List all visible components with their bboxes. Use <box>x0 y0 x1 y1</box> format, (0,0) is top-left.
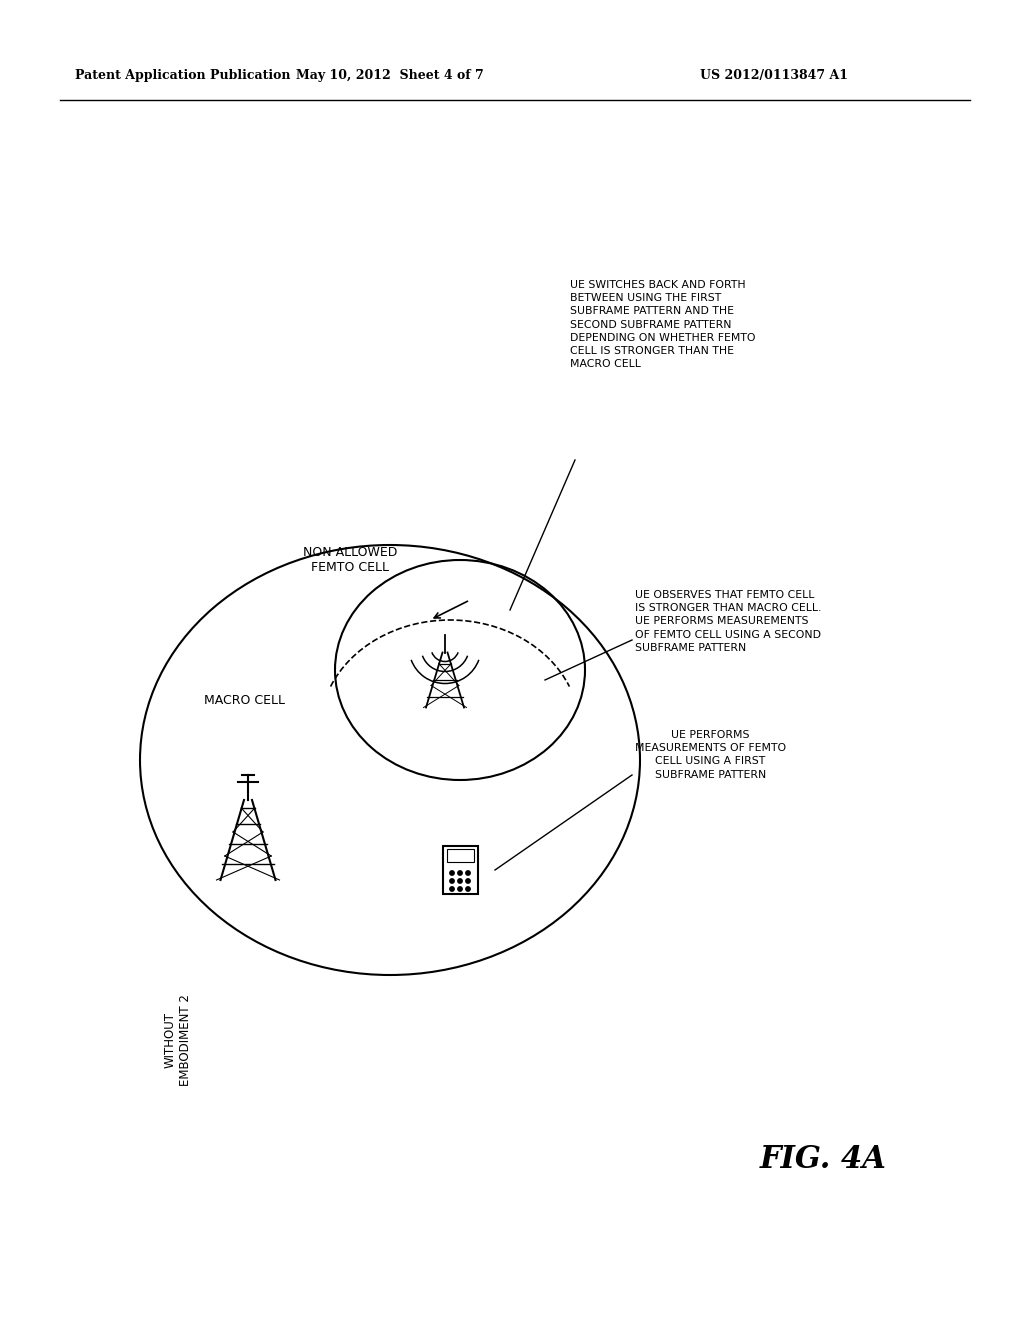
Text: FIG. 4A: FIG. 4A <box>760 1144 887 1176</box>
Bar <box>442 846 477 894</box>
Bar <box>446 849 473 862</box>
Circle shape <box>466 887 470 891</box>
Circle shape <box>458 887 462 891</box>
Circle shape <box>458 871 462 875</box>
Text: WITHOUT
EMBODIMENT 2: WITHOUT EMBODIMENT 2 <box>164 994 193 1086</box>
Text: Patent Application Publication: Patent Application Publication <box>75 69 291 82</box>
Text: US 2012/0113847 A1: US 2012/0113847 A1 <box>700 69 848 82</box>
Circle shape <box>466 871 470 875</box>
Circle shape <box>450 871 455 875</box>
Text: UE OBSERVES THAT FEMTO CELL
IS STRONGER THAN MACRO CELL.
UE PERFORMS MEASUREMENT: UE OBSERVES THAT FEMTO CELL IS STRONGER … <box>635 590 821 653</box>
Circle shape <box>450 887 455 891</box>
Text: UE SWITCHES BACK AND FORTH
BETWEEN USING THE FIRST
SUBFRAME PATTERN AND THE
SECO: UE SWITCHES BACK AND FORTH BETWEEN USING… <box>570 280 756 370</box>
Circle shape <box>466 879 470 883</box>
Circle shape <box>458 879 462 883</box>
Text: UE PERFORMS
MEASUREMENTS OF FEMTO
CELL USING A FIRST
SUBFRAME PATTERN: UE PERFORMS MEASUREMENTS OF FEMTO CELL U… <box>635 730 786 780</box>
Text: MACRO CELL: MACRO CELL <box>205 693 286 706</box>
Text: May 10, 2012  Sheet 4 of 7: May 10, 2012 Sheet 4 of 7 <box>296 69 484 82</box>
Text: NON ALLOWED
FEMTO CELL: NON ALLOWED FEMTO CELL <box>303 546 397 574</box>
Circle shape <box>450 879 455 883</box>
